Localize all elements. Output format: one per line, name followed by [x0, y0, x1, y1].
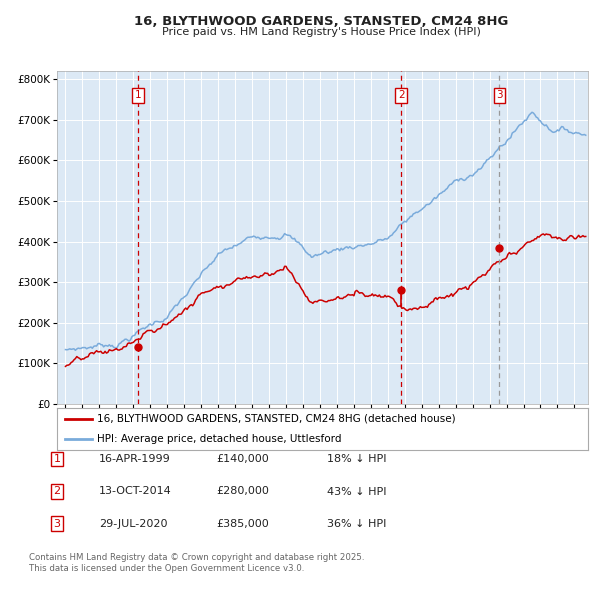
- Text: 43% ↓ HPI: 43% ↓ HPI: [327, 487, 386, 496]
- Text: 1: 1: [135, 90, 142, 100]
- Text: 3: 3: [53, 519, 61, 529]
- Text: 1: 1: [53, 454, 61, 464]
- Text: Contains HM Land Registry data © Crown copyright and database right 2025.: Contains HM Land Registry data © Crown c…: [29, 553, 364, 562]
- Text: 29-JUL-2020: 29-JUL-2020: [99, 519, 167, 529]
- Text: 16-APR-1999: 16-APR-1999: [99, 454, 171, 464]
- Text: 16, BLYTHWOOD GARDENS, STANSTED, CM24 8HG: 16, BLYTHWOOD GARDENS, STANSTED, CM24 8H…: [134, 15, 508, 28]
- Text: Price paid vs. HM Land Registry's House Price Index (HPI): Price paid vs. HM Land Registry's House …: [161, 27, 481, 37]
- Text: HPI: Average price, detached house, Uttlesford: HPI: Average price, detached house, Uttl…: [97, 434, 341, 444]
- Text: 16, BLYTHWOOD GARDENS, STANSTED, CM24 8HG (detached house): 16, BLYTHWOOD GARDENS, STANSTED, CM24 8H…: [97, 414, 455, 424]
- Text: 2: 2: [398, 90, 404, 100]
- Text: 36% ↓ HPI: 36% ↓ HPI: [327, 519, 386, 529]
- Text: £280,000: £280,000: [216, 487, 269, 496]
- Text: 2: 2: [53, 487, 61, 496]
- Text: £140,000: £140,000: [216, 454, 269, 464]
- Text: 13-OCT-2014: 13-OCT-2014: [99, 487, 172, 496]
- Text: 3: 3: [496, 90, 503, 100]
- Text: £385,000: £385,000: [216, 519, 269, 529]
- Text: This data is licensed under the Open Government Licence v3.0.: This data is licensed under the Open Gov…: [29, 565, 304, 573]
- Text: 18% ↓ HPI: 18% ↓ HPI: [327, 454, 386, 464]
